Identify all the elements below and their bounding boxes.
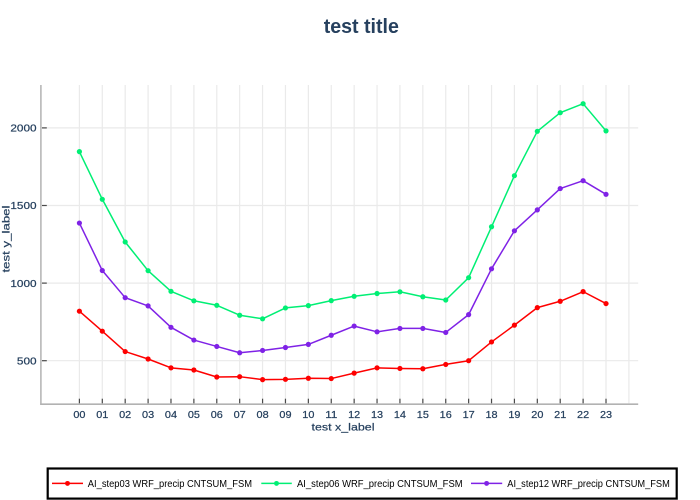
svg-text:14: 14 (394, 410, 406, 421)
svg-text:11: 11 (325, 410, 337, 421)
svg-text:AI_step03 WRF_precip CNTSUM_FS: AI_step03 WRF_precip CNTSUM_FSM (88, 479, 252, 490)
svg-text:18: 18 (485, 410, 497, 421)
svg-text:13: 13 (371, 410, 383, 421)
svg-text:00: 00 (73, 410, 85, 421)
svg-text:16: 16 (440, 410, 452, 421)
svg-text:500: 500 (17, 356, 37, 367)
svg-text:17: 17 (463, 410, 475, 421)
svg-text:06: 06 (211, 410, 223, 421)
svg-text:test x_label: test x_label (312, 423, 375, 434)
svg-text:1500: 1500 (10, 201, 36, 212)
svg-text:15: 15 (417, 410, 429, 421)
svg-text:AI_step06 WRF_precip CNTSUM_FS: AI_step06 WRF_precip CNTSUM_FSM (297, 479, 463, 490)
svg-text:07: 07 (234, 410, 246, 421)
svg-text:20: 20 (531, 410, 543, 421)
svg-text:02: 02 (119, 410, 131, 421)
svg-text:test title: test title (324, 16, 399, 38)
svg-text:10: 10 (302, 410, 314, 421)
svg-text:03: 03 (142, 410, 154, 421)
svg-text:08: 08 (257, 410, 269, 421)
svg-text:19: 19 (508, 410, 520, 421)
svg-text:04: 04 (165, 410, 177, 421)
svg-text:test y_label: test y_label (1, 206, 12, 273)
svg-text:21: 21 (554, 410, 566, 421)
svg-text:12: 12 (348, 410, 360, 421)
svg-text:AI_step12 WRF_precip CNTSUM_FS: AI_step12 WRF_precip CNTSUM_FSM (507, 479, 670, 490)
svg-text:1000: 1000 (10, 279, 36, 290)
svg-text:23: 23 (600, 410, 612, 421)
svg-text:22: 22 (577, 410, 589, 421)
svg-text:01: 01 (96, 410, 108, 421)
svg-text:2000: 2000 (10, 124, 36, 135)
svg-text:09: 09 (279, 410, 291, 421)
svg-text:05: 05 (188, 410, 200, 421)
